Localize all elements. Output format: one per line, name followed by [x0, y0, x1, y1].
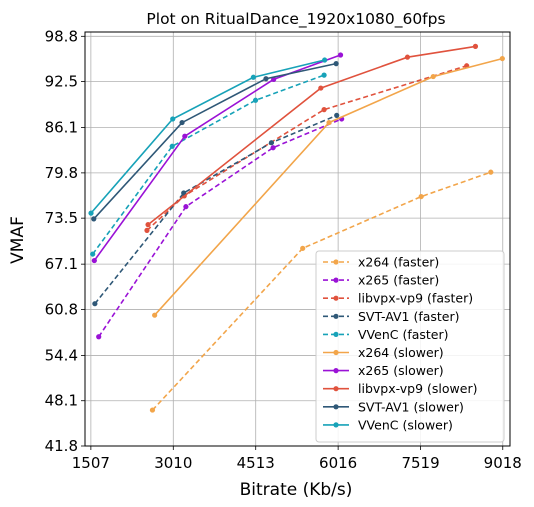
legend-swatch-marker [333, 295, 339, 301]
data-point [318, 85, 324, 91]
legend-entry-label: libvpx-vp9 (faster) [358, 291, 473, 306]
legend-swatch-marker [333, 349, 339, 356]
data-point [90, 251, 96, 257]
series-9 [88, 57, 328, 216]
data-point [169, 143, 175, 149]
series-4 [90, 72, 327, 257]
data-point [270, 145, 276, 151]
data-point [91, 216, 97, 222]
x-tick-label: 9018 [484, 454, 522, 472]
series-line [154, 57, 503, 316]
data-point [418, 193, 424, 200]
data-point [488, 169, 494, 175]
data-point [152, 312, 158, 318]
data-point [326, 119, 332, 126]
data-point [145, 222, 151, 228]
x-tick-label: 4513 [237, 454, 275, 472]
series-line [90, 59, 325, 214]
legend-entry-label: x265 (slower) [358, 363, 444, 378]
legend-entry-label: SVT-AV1 (slower) [358, 399, 464, 414]
data-point [404, 54, 411, 60]
y-tick-label: 48.1 [45, 392, 78, 410]
series-3 [92, 112, 340, 307]
data-point [321, 107, 327, 113]
plot-frame [84, 31, 511, 447]
data-point [179, 119, 185, 126]
x-tick-label: 3010 [154, 454, 192, 472]
series-line [146, 65, 467, 231]
series-7 [145, 43, 479, 228]
data-point [263, 76, 269, 82]
data-point [268, 140, 275, 146]
x-tick-label: 7519 [401, 454, 439, 472]
legend-entry-label: VVenC (slower) [358, 417, 453, 432]
legend-entry-label: x264 (faster) [358, 255, 439, 270]
legend-entry-label: x264 (slower) [358, 345, 444, 360]
legend-entry-label: libvpx-vp9 (slower) [358, 381, 477, 396]
data-point [337, 52, 344, 58]
x-tick-label: 6016 [319, 454, 357, 472]
legend-swatch-marker [333, 313, 339, 319]
legend-swatch-marker [333, 331, 339, 337]
legend-swatch-marker [333, 368, 339, 374]
data-point [300, 245, 306, 251]
data-point [322, 57, 328, 63]
series-line [98, 118, 342, 338]
legend-entry-label: x265 (faster) [358, 273, 439, 288]
series-8 [91, 61, 339, 222]
x-tick-label: 1507 [72, 454, 110, 472]
data-point [333, 61, 339, 67]
data-point [472, 43, 479, 49]
data-point [250, 74, 256, 80]
data-point [92, 301, 98, 307]
series-5 [152, 55, 505, 318]
y-axis-label: VMAF [8, 216, 28, 264]
legend: x264 (faster) x265 (faster) libvpx-vp9 (fa… [315, 250, 505, 443]
series-line [94, 114, 338, 305]
data-point [430, 73, 436, 80]
data-point [170, 116, 176, 122]
data-point [88, 210, 94, 216]
data-point [96, 334, 102, 340]
data-point [252, 97, 259, 103]
y-tick-label: 79.8 [45, 164, 78, 182]
series-layer [88, 43, 505, 413]
data-point [181, 190, 187, 196]
y-tick-label: 92.5 [45, 73, 78, 91]
ticks: 1507 3010 4513 6016 7519 9018 41.8 48.1 54.4 60.8… [45, 27, 522, 472]
chart-title: Plot on RitualDance_1920x1080_60fps [146, 10, 445, 29]
legend-swatch-marker [333, 259, 339, 265]
series-line [92, 74, 325, 255]
data-point [182, 133, 188, 139]
legend-swatch-marker [333, 386, 339, 392]
legend-entry-label: VVenC (faster) [358, 327, 449, 342]
series-0 [149, 169, 494, 413]
series-line [93, 62, 337, 220]
y-tick-label: 98.8 [45, 27, 78, 45]
data-point [334, 112, 340, 118]
data-point [499, 55, 505, 62]
series-line [93, 54, 341, 262]
series-line [147, 45, 476, 226]
data-point [183, 204, 189, 210]
data-point [321, 72, 327, 78]
series-line [151, 171, 492, 411]
y-tick-label: 41.8 [45, 437, 78, 455]
legend-box [315, 250, 505, 443]
y-tick-label: 73.5 [45, 209, 78, 227]
data-point [91, 257, 97, 264]
legend-swatch-marker [333, 277, 339, 283]
y-tick-label: 67.1 [45, 255, 78, 273]
data-point [144, 227, 150, 233]
legend-swatch-marker [333, 422, 339, 428]
series-6 [91, 52, 344, 264]
legend-entry-label: SVT-AV1 (faster) [358, 309, 460, 324]
y-tick-label: 86.1 [45, 119, 78, 137]
y-tick-label: 60.8 [45, 300, 78, 318]
data-point [149, 407, 156, 413]
y-tick-label: 54.4 [45, 346, 78, 364]
legend-swatch-marker [333, 404, 339, 410]
x-axis-label: Bitrate (Kb/s) [240, 480, 353, 500]
